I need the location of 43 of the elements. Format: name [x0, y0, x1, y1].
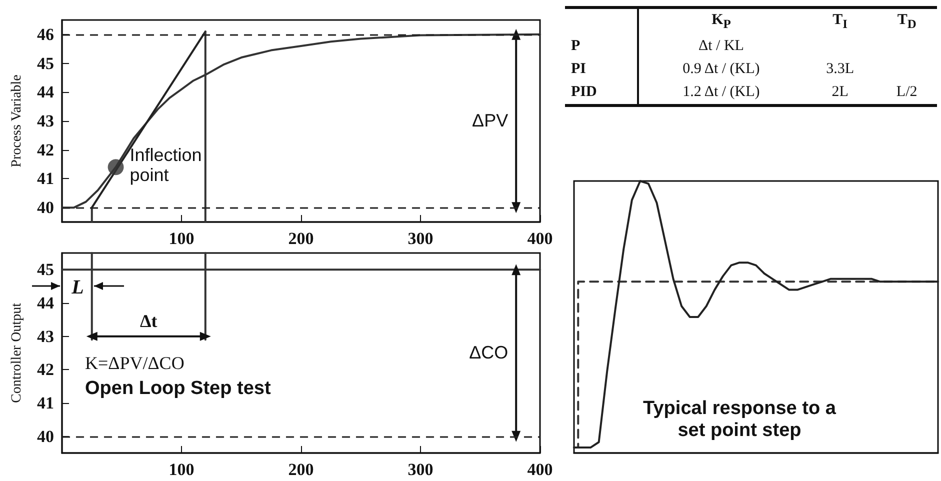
annotation: ΔCO [469, 342, 508, 364]
y-tick-label: 42 [37, 140, 54, 160]
y-tick-label: 41 [37, 394, 54, 412]
y-tick-label: 45 [37, 54, 54, 73]
x-tick-label: 300 [408, 460, 434, 479]
text: 1.2 Δt / (KL) [682, 84, 760, 100]
annotation: Inflection point [130, 145, 207, 186]
text: 3.3L [826, 61, 854, 77]
y-axis-title: Process Variable [10, 74, 24, 168]
y-tick-label: 41 [37, 169, 54, 188]
y-tick-label: 40 [37, 426, 54, 446]
category-label: PI [571, 61, 586, 77]
category-label: PID [571, 84, 597, 100]
category-label: T$_{D}$ [896, 11, 918, 33]
text: 0.9 Δt / (KL) [682, 61, 760, 77]
annotation: Typical response to a set point step [642, 398, 837, 442]
annotation: Δt [140, 311, 158, 332]
x-tick-label: 200 [288, 229, 314, 248]
annotation: K=ΔPV/ΔCO [85, 353, 184, 374]
y-tick-label: 42 [37, 360, 54, 380]
text: 2L [832, 84, 848, 100]
x-tick-label: 100 [168, 460, 194, 479]
y-tick-label: 40 [37, 198, 54, 218]
x-tick-label: 400 [527, 460, 553, 479]
text: Δt / KL [698, 38, 744, 54]
x-tick-label: 300 [408, 229, 434, 248]
y-tick-label: 46 [37, 24, 54, 44]
y-axis-title: Controller Output [10, 302, 24, 403]
annotation: L [72, 276, 84, 300]
y-tick-label: 44 [37, 294, 54, 312]
category-label: P [571, 38, 580, 54]
text: L/2 [896, 84, 918, 100]
y-tick-label: 43 [37, 326, 54, 346]
x-tick-label: 200 [288, 460, 314, 479]
annotation: ΔPV [472, 110, 508, 132]
annotation: Open Loop Step test [85, 378, 271, 400]
category-label: K$_{P}$ [710, 11, 732, 33]
category-label: T$_{I}$ [832, 11, 849, 33]
y-tick-label: 44 [37, 82, 54, 102]
x-tick-label: 100 [168, 229, 194, 248]
y-tick-label: 43 [37, 112, 54, 130]
x-tick-label: 400 [527, 229, 553, 248]
y-tick-label: 45 [37, 260, 54, 280]
